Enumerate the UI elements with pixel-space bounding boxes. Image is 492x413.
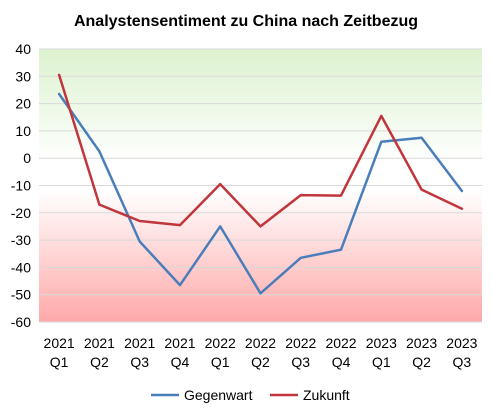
x-tick-quarter: Q4 <box>332 354 351 370</box>
y-tick-label: -10 <box>11 178 31 194</box>
chart-title: Analystensentiment zu China nach Zeitbez… <box>74 13 418 30</box>
x-tick-year: 2023 <box>406 335 437 351</box>
y-tick-label: -60 <box>11 314 31 330</box>
x-tick-quarter: Q1 <box>50 354 69 370</box>
x-tick-year: 2022 <box>205 335 236 351</box>
y-tick-label: -50 <box>11 287 31 303</box>
x-tick-quarter: Q3 <box>291 354 310 370</box>
y-tick-label: -30 <box>11 232 31 248</box>
x-tick-year: 2023 <box>446 335 477 351</box>
x-tick-year: 2023 <box>366 335 397 351</box>
x-tick-quarter: Q4 <box>171 354 190 370</box>
x-tick-quarter: Q2 <box>90 354 109 370</box>
x-tick-quarter: Q3 <box>130 354 149 370</box>
x-tick-quarter: Q2 <box>412 354 431 370</box>
y-tick-label: 30 <box>15 68 31 84</box>
x-tick-year: 2021 <box>124 335 155 351</box>
y-tick-label: 40 <box>15 41 31 57</box>
x-tick-year: 2021 <box>84 335 115 351</box>
legend-label: Gegenwart <box>184 387 253 403</box>
x-tick-year: 2022 <box>325 335 356 351</box>
y-tick-label: -40 <box>11 259 31 275</box>
legend-label: Zukunft <box>303 387 350 403</box>
y-tick-label: 0 <box>23 150 31 166</box>
y-tick-label: -20 <box>11 205 31 221</box>
series-line-zukunft <box>57 73 464 228</box>
x-tick-year: 2021 <box>44 335 75 351</box>
x-tick-quarter: Q1 <box>372 354 391 370</box>
x-tick-year: 2022 <box>245 335 276 351</box>
x-tick-year: 2022 <box>285 335 316 351</box>
x-tick-quarter: Q2 <box>251 354 270 370</box>
x-tick-quarter: Q1 <box>211 354 230 370</box>
y-tick-label: 20 <box>15 96 31 112</box>
y-tick-label: 10 <box>15 123 31 139</box>
x-tick-year: 2021 <box>164 335 195 351</box>
x-tick-quarter: Q3 <box>453 354 472 370</box>
